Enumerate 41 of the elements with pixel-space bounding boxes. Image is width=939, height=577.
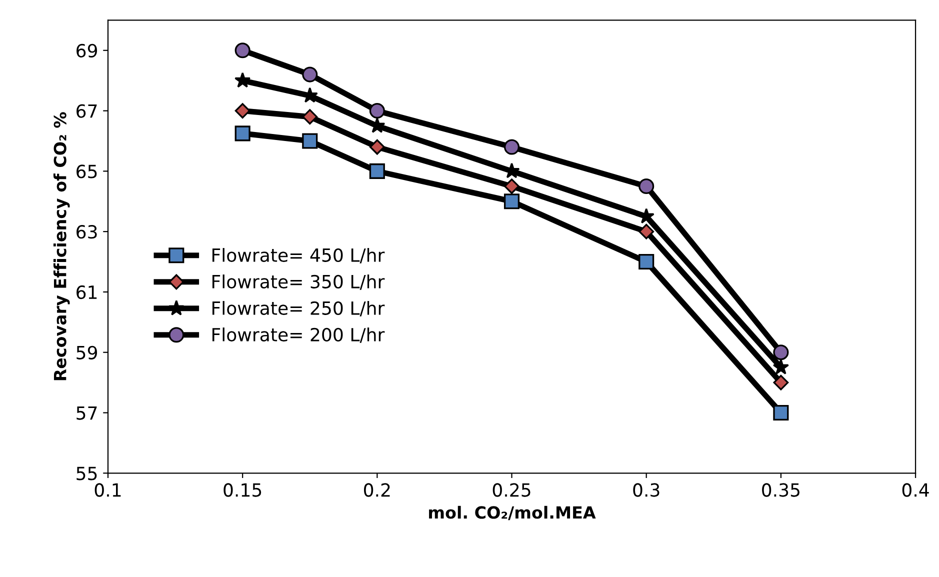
point: [638, 254, 654, 270]
point: [302, 66, 318, 82]
point: [302, 133, 318, 149]
x-axis-title: mol. CO₂/mol.MEA: [429, 506, 596, 520]
y-tick-label: 61: [76, 285, 97, 300]
x-tick-label: 0.35: [762, 483, 800, 497]
legend-label: Flowrate= 350 L/hr: [212, 274, 385, 290]
point: [504, 178, 520, 194]
y-axis-title: Recovary Efficiency of CO₂ %: [53, 112, 70, 380]
x-tick-label: 0.15: [224, 483, 262, 497]
x-tick-label: 0.1: [94, 483, 121, 497]
point: [773, 404, 789, 421]
legend-label: Flowrate= 450 L/hr: [212, 248, 385, 264]
point: [772, 358, 790, 374]
legend-label: Flowrate= 250 L/hr: [212, 301, 385, 316]
point: [234, 103, 250, 118]
legend-label: Flowrate= 200 L/hr: [212, 328, 385, 343]
y-tick-label: 59: [76, 346, 97, 360]
point: [773, 374, 789, 390]
point: [369, 139, 385, 155]
x-tick-label: 0.3: [633, 483, 660, 497]
point: [638, 178, 654, 194]
point: [504, 139, 520, 155]
x-tick-label: 0.25: [492, 483, 530, 497]
y-tick-label: 55: [76, 466, 97, 480]
point: [638, 224, 654, 240]
point: [504, 194, 520, 210]
point: [234, 72, 251, 88]
point: [234, 42, 250, 58]
point: [369, 103, 385, 119]
x-tick-label: 0.4: [902, 483, 929, 497]
point: [773, 344, 789, 360]
y-tick-label: 65: [76, 164, 97, 178]
y-tick-label: 69: [76, 44, 97, 58]
y-tick-label: 63: [76, 225, 97, 239]
point: [302, 109, 318, 125]
y-tick-label: 67: [76, 104, 97, 118]
point: [234, 126, 250, 142]
x-tick-label: 0.2: [364, 483, 390, 497]
point: [369, 163, 385, 179]
y-tick-label: 57: [76, 406, 97, 420]
